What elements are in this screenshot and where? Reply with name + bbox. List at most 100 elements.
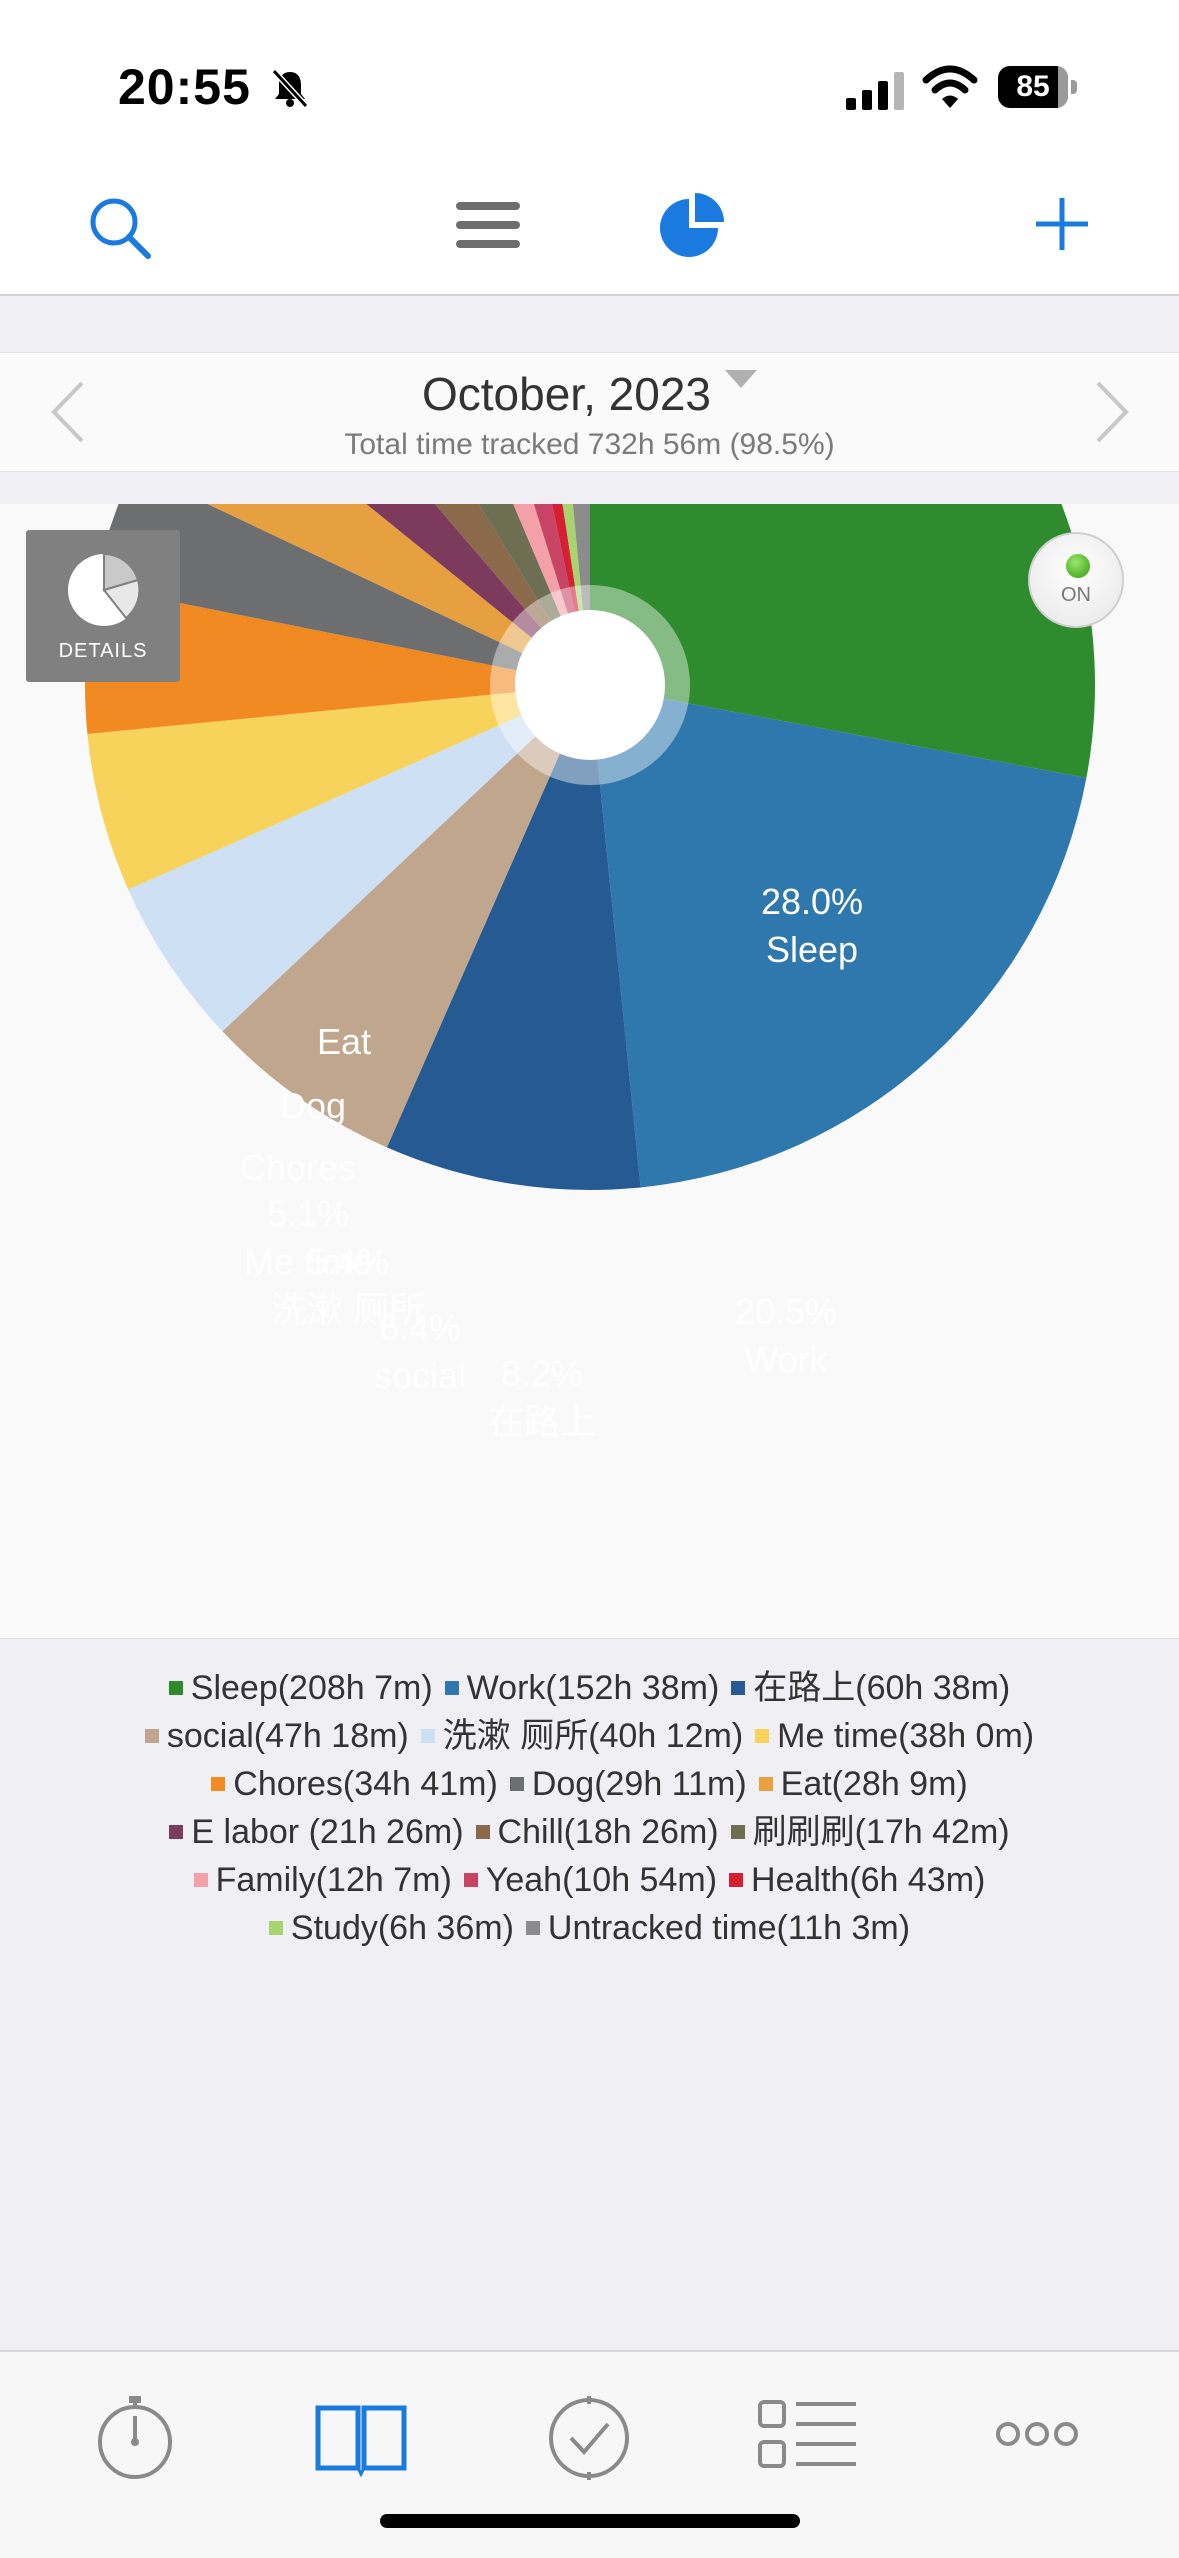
pie-label-3: Work (744, 1339, 828, 1380)
legend-item: Dog(29h 11m) (509, 1760, 747, 1808)
legend-swatch (444, 1681, 459, 1695)
pie-label-11: Me time (244, 1241, 372, 1282)
legend-label: Health(6h 43m) (751, 1861, 986, 1899)
pie-label-8: 5.4% (307, 1241, 389, 1282)
legend-label: 刷刷刷(17h 42m) (752, 1813, 1010, 1851)
menu-icon[interactable] (456, 200, 520, 250)
pie-label-6: 6.4% (379, 1307, 461, 1348)
pie-slice-3[interactable] (222, 685, 590, 1148)
pie-label-5: 在路上 (488, 1401, 596, 1442)
legend-label: Yeah(10h 54m) (485, 1861, 718, 1899)
legend-row: Chores(34h 41m) Dog(29h 11m) Eat(28h 9m) (0, 1760, 1179, 1808)
pie-slice-2[interactable] (386, 685, 641, 1190)
legend-swatch (730, 1825, 745, 1839)
pie-slice-14[interactable] (486, 504, 590, 685)
pie-label-14: Eat (317, 1021, 371, 1062)
legend-item: Chill(18h 26m) (475, 1808, 719, 1856)
pie-center-hole (515, 610, 665, 760)
details-label: DETAILS (58, 640, 148, 662)
legend-label: Work(152h 38m) (466, 1669, 720, 1707)
book-icon[interactable] (306, 2386, 416, 2486)
pie-slice-15[interactable] (514, 504, 590, 685)
legend-swatch (758, 1777, 773, 1791)
plus-icon[interactable] (1034, 196, 1090, 252)
legend-label: E labor (21h 26m) (191, 1813, 464, 1851)
list-icon[interactable] (752, 2386, 862, 2486)
goals-icon[interactable] (534, 2386, 644, 2486)
pie-slice-7[interactable] (94, 504, 590, 685)
on-indicator-dot (1066, 554, 1090, 578)
search-icon[interactable] (84, 192, 156, 264)
legend-item: Study(6h 36m) (268, 1904, 514, 1952)
legend-item: Eat(28h 9m) (758, 1760, 968, 1808)
legend-label: 在路上(60h 38m) (753, 1669, 1011, 1707)
clock: 20:55 (118, 59, 251, 115)
pie-slice-5[interactable] (87, 685, 590, 890)
legend-item: Untracked time(11h 3m) (525, 1904, 910, 1952)
legend-row: Family(12h 7m) Yeah(10h 54m) Health(6h 43m… (0, 1856, 1179, 1904)
pie-label-1: Sleep (766, 929, 858, 970)
pie-slice-0[interactable] (590, 504, 1095, 778)
pie-slice-1[interactable] (590, 685, 1087, 1188)
legend-swatch (211, 1777, 226, 1791)
pie-slice-4[interactable] (128, 685, 590, 1032)
dropdown-caret-icon[interactable] (724, 370, 757, 388)
pie-label-2: 20.5% (735, 1291, 837, 1332)
legend-item: Family(12h 7m) (193, 1856, 452, 1904)
legend-label: Study(6h 36m) (290, 1909, 514, 1947)
pie-slice-16[interactable] (543, 504, 590, 685)
legend-swatch (509, 1777, 524, 1791)
pie-chart[interactable]: 28.0% Sleep 20.5% Work 8.2% 在路上 6.4% social 5.4%… (0, 504, 1179, 1638)
legend-item: E labor (21h 26m) (169, 1808, 464, 1856)
legend-item: 在路上(60h 38m) (731, 1664, 1010, 1712)
legend-item: 洗漱 厕所(40h 12m) (420, 1712, 744, 1760)
period-title-text: October, 2023 (422, 368, 711, 420)
battery-indicator: 85 (998, 66, 1078, 108)
legend-row: Study(6h 36m) Untracked time(11h 3m) (0, 1904, 1179, 1952)
on-toggle[interactable]: ON (1028, 532, 1124, 628)
legend-swatch (731, 1681, 746, 1695)
legend-swatch (169, 1825, 184, 1839)
chart-legend: Sleep(208h 7m) Work(152h 38m) 在路上(60h 38m)… (0, 1664, 1179, 1952)
legend-item: Me time(38h 0m) (755, 1712, 1034, 1760)
legend-item: Health(6h 43m) (729, 1856, 985, 1904)
pie-label-13: Dog (280, 1085, 346, 1126)
legend-swatch (420, 1729, 435, 1743)
more-icon[interactable] (982, 2386, 1092, 2486)
period-title[interactable]: October, 2023 (0, 367, 1179, 421)
pie-label-9: 洗漱 厕所 (271, 1289, 425, 1330)
battery-percent: 85 (1016, 70, 1050, 103)
legend-row: social(47h 18m) 洗漱 厕所(40h 12m) Me time(38h… (0, 1712, 1179, 1760)
legend-swatch (755, 1729, 770, 1743)
legend-label: Chores(34h 41m) (233, 1765, 498, 1803)
legend-row: E labor (21h 26m) Chill(18h 26m) 刷刷刷(17h 4… (0, 1808, 1179, 1856)
previous-month-arrow[interactable] (48, 379, 88, 445)
pie-chart-icon[interactable] (656, 190, 728, 262)
legend-item: Chores(34h 41m) (211, 1760, 498, 1808)
next-month-arrow[interactable] (1092, 379, 1132, 445)
pie-label-0: 28.0% (761, 881, 863, 922)
legend-swatch (729, 1873, 744, 1887)
legend-label: 洗漱 厕所(40h 12m) (442, 1717, 744, 1755)
pie-slice-8[interactable] (134, 504, 590, 685)
legend-swatch (144, 1729, 159, 1743)
legend-label: Me time(38h 0m) (777, 1717, 1035, 1755)
legend-swatch (463, 1873, 478, 1887)
legend-item: Sleep(208h 7m) (168, 1664, 433, 1712)
pie-label-12: Chores (240, 1147, 356, 1188)
total-time-tracked: Total time tracked 732h 56m (98.5%) (344, 428, 835, 461)
legend-item: social(47h 18m) (144, 1712, 409, 1760)
bell-muted-icon (271, 68, 309, 109)
legend-swatch (193, 1873, 208, 1887)
legend-swatch (525, 1921, 540, 1935)
top-toolbar (0, 170, 1179, 296)
battery-empty-portion (1057, 66, 1068, 108)
pie-label-7: social (374, 1355, 466, 1396)
legend-label: Dog(29h 11m) (531, 1765, 747, 1803)
legend-swatch (475, 1825, 490, 1839)
stopwatch-icon[interactable] (80, 2386, 190, 2486)
pie-slice-6[interactable] (85, 585, 591, 735)
legend-label: Family(12h 7m) (215, 1861, 452, 1899)
details-button[interactable]: DETAILS (26, 530, 180, 682)
legend-item: Work(152h 38m) (444, 1664, 720, 1712)
